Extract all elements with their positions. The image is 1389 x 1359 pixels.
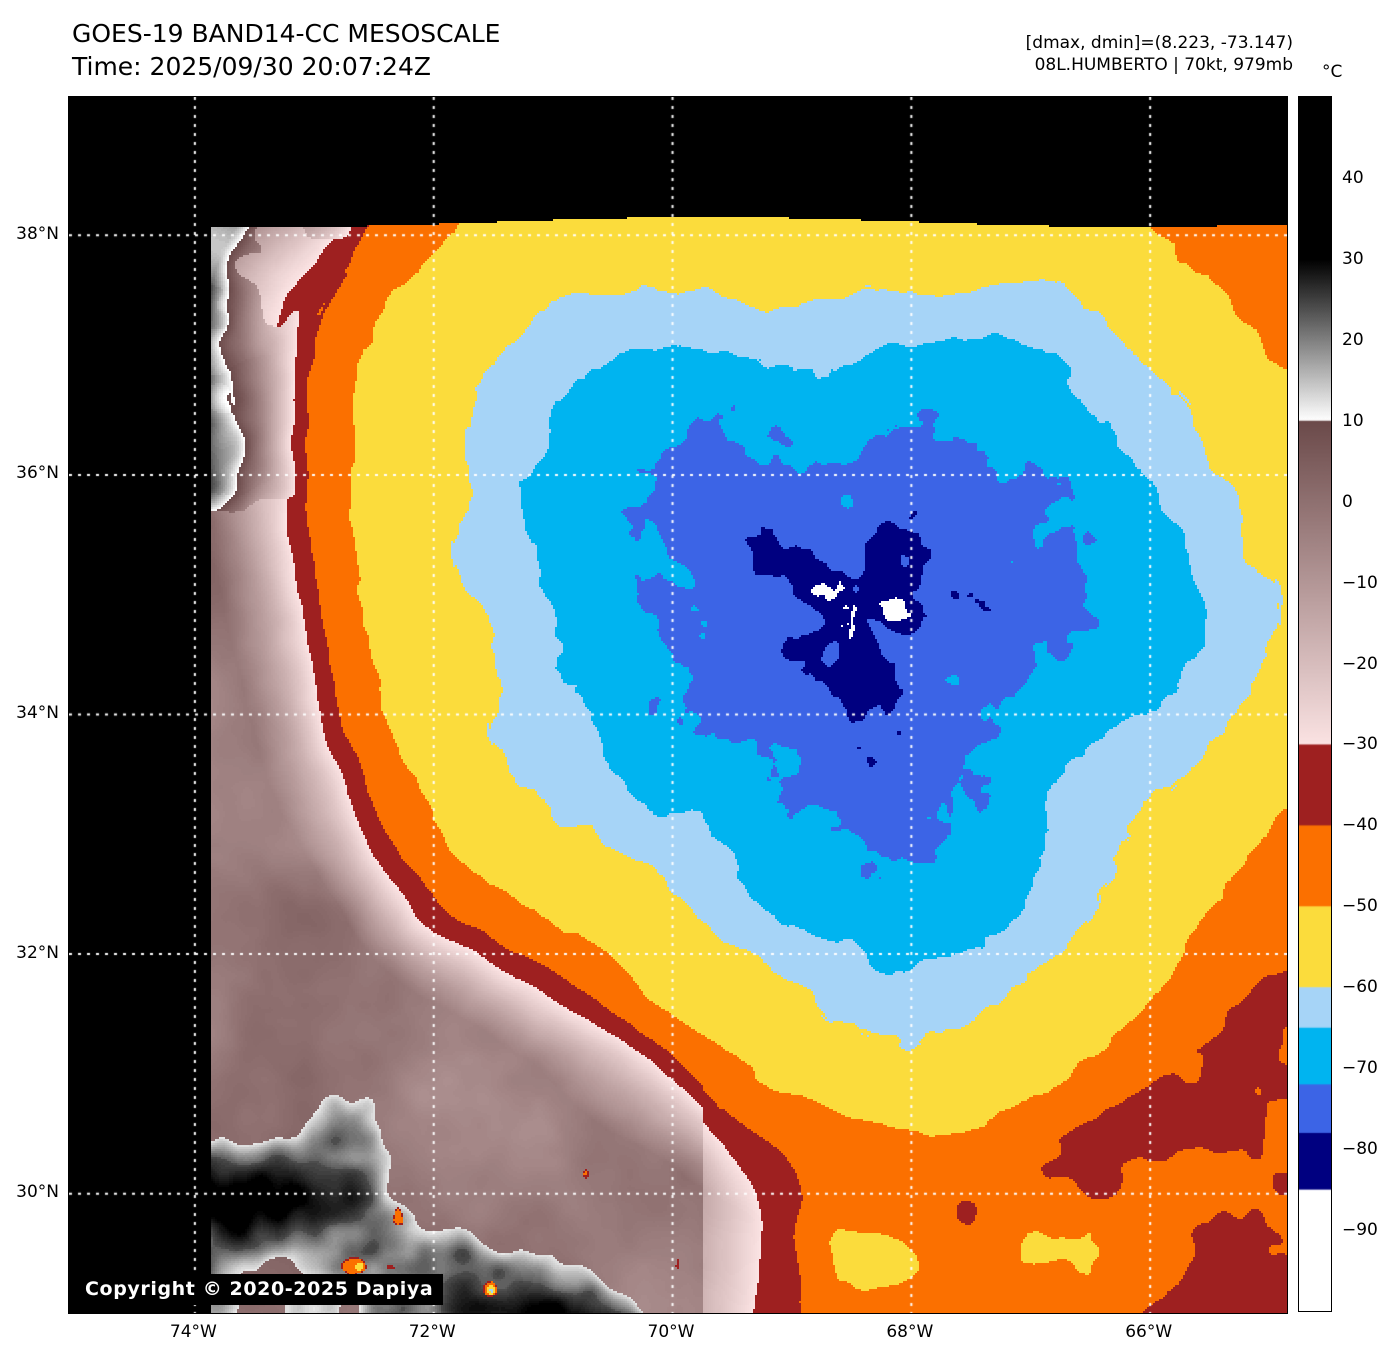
map-image-canvas xyxy=(69,97,1287,1313)
dmax-dmin-readout: [dmax, dmin]=(8.223, -73.147) xyxy=(1025,33,1293,53)
colorbar-tick-label: −70 xyxy=(1342,1058,1378,1079)
lat-tick-label: 32°N xyxy=(16,942,59,963)
timestamp: Time: 2025/09/30 20:07:24Z xyxy=(72,51,431,81)
colorbar-tick-label: 10 xyxy=(1342,410,1364,431)
colorbar-tick-label: −60 xyxy=(1342,977,1378,998)
colorbar-tick-label: −40 xyxy=(1342,815,1378,836)
colorbar-unit-label: °C xyxy=(1322,62,1343,82)
satellite-map[interactable]: Copyright © 2020-2025 Dapiya xyxy=(68,96,1288,1314)
lon-tick-label: 72°W xyxy=(408,1322,456,1342)
copyright-banner: Copyright © 2020-2025 Dapiya xyxy=(75,1274,444,1305)
colorbar-tick-label: −10 xyxy=(1342,572,1378,593)
lon-tick-label: 70°W xyxy=(647,1322,695,1342)
lat-tick-label: 30°N xyxy=(16,1182,59,1203)
colorbar-tick-label: 0 xyxy=(1342,491,1353,512)
colorbar-tick-label: 30 xyxy=(1342,248,1364,269)
metadata-block: [dmax, dmin]=(8.223, -73.147) 08L.HUMBER… xyxy=(1026,32,1293,76)
colorbar-tick-label: 20 xyxy=(1342,329,1364,350)
lat-tick-label: 38°N xyxy=(16,223,59,244)
colorbar[interactable] xyxy=(1298,96,1332,1312)
lat-tick-label: 36°N xyxy=(16,463,59,484)
colorbar-tick-label: −20 xyxy=(1342,653,1378,674)
storm-id-readout: 08L.HUMBERTO | 70kt, 979mb xyxy=(1034,55,1293,76)
colorbar-tick-label: 40 xyxy=(1342,167,1364,188)
colorbar-tick-label: −50 xyxy=(1342,896,1378,917)
lon-tick-label: 68°W xyxy=(886,1322,934,1342)
lat-tick-label: 34°N xyxy=(16,702,59,723)
colorbar-tick-label: −30 xyxy=(1342,734,1378,755)
colorbar-gradient xyxy=(1299,97,1331,1311)
product-title: GOES-19 BAND14-CC MESOSCALE xyxy=(72,19,501,48)
lon-tick-label: 74°W xyxy=(169,1322,217,1342)
colorbar-tick-label: −90 xyxy=(1342,1220,1378,1241)
colorbar-tick-label: −80 xyxy=(1342,1139,1378,1160)
lon-tick-label: 66°W xyxy=(1125,1322,1173,1342)
title-block: GOES-19 BAND14-CC MESOSCALE Time: 2025/0… xyxy=(72,18,500,83)
